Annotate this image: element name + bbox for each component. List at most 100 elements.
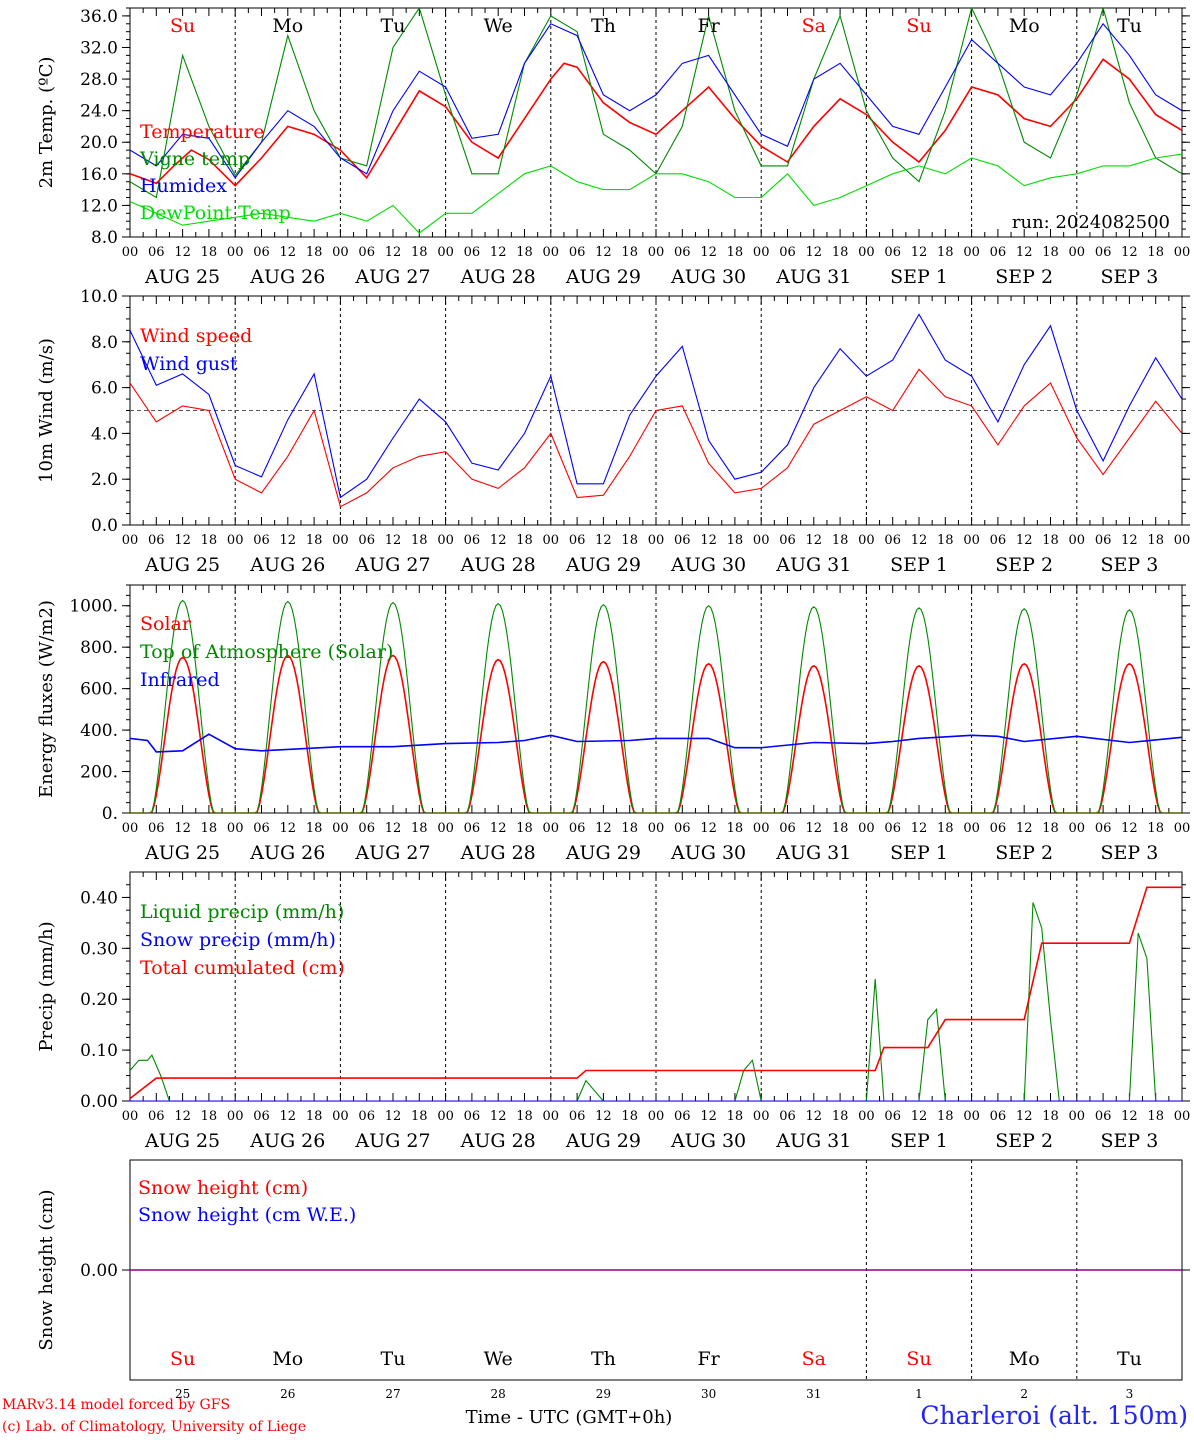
hour-label: 18 [306, 245, 323, 260]
hour-label: 06 [1095, 245, 1112, 260]
hour-label: 12 [1121, 533, 1138, 548]
hour-label: 18 [411, 245, 428, 260]
hour-label: 06 [569, 245, 586, 260]
footer-lab-credit: (c) Lab. of Climatology, University of L… [2, 1419, 307, 1435]
hour-label: 12 [700, 821, 717, 836]
hour-label: 18 [937, 821, 954, 836]
day-of-week-label: Su [906, 15, 931, 37]
legend-entry: DewPoint Temp [140, 202, 291, 224]
hour-label: 18 [516, 533, 533, 548]
legend-entry: Wind gust [140, 353, 238, 375]
hour-label: 06 [148, 821, 165, 836]
date-label: AUG 26 [249, 1130, 325, 1152]
date-label: SEP 2 [995, 842, 1053, 864]
date-label: AUG 26 [249, 842, 325, 864]
date-label: AUG 25 [144, 266, 220, 288]
day-number-label: 26 [280, 1387, 295, 1401]
hour-label: 00 [227, 1109, 244, 1124]
hour-label: 00 [858, 245, 875, 260]
day-number-label: 1 [915, 1387, 923, 1401]
hour-label: 12 [174, 821, 191, 836]
hour-label: 00 [122, 245, 139, 260]
hour-label: 06 [990, 533, 1007, 548]
hour-label: 06 [779, 1109, 796, 1124]
hour-label: 00 [543, 533, 560, 548]
day-of-week-label: Su [170, 1348, 195, 1370]
hour-label: 12 [385, 245, 402, 260]
hour-label: 00 [1069, 821, 1086, 836]
y-tick-label: 0.20 [80, 990, 118, 1010]
series-line-top-of-atmosphere-solar [130, 599, 1182, 813]
legend-entry: Vigne temp [139, 148, 250, 170]
hour-label: 00 [648, 821, 665, 836]
hour-label: 12 [595, 245, 612, 260]
y-tick-label: 16.0 [80, 165, 118, 185]
hour-label: 06 [253, 821, 270, 836]
date-label: SEP 3 [1100, 1130, 1158, 1152]
hour-label: 12 [490, 245, 507, 260]
hour-label: 00 [543, 821, 560, 836]
hour-label: 18 [621, 821, 638, 836]
hour-label: 12 [911, 821, 928, 836]
date-label: AUG 28 [460, 554, 536, 576]
hour-label: 00 [1174, 533, 1191, 548]
hour-label: 06 [990, 245, 1007, 260]
hour-label: 18 [516, 821, 533, 836]
hour-label: 18 [727, 1109, 744, 1124]
y-tick-label: 0.00 [80, 1261, 118, 1281]
legend-entry: Liquid precip (mm/h) [140, 901, 344, 923]
hour-label: 00 [648, 245, 665, 260]
hour-label: 18 [516, 245, 533, 260]
hour-label: 18 [201, 533, 218, 548]
y-axis-label: 2m Temp. (ºC) [36, 57, 57, 189]
hour-label: 06 [253, 533, 270, 548]
date-label: AUG 30 [670, 1130, 746, 1152]
date-label: SEP 2 [995, 554, 1053, 576]
hour-label: 12 [280, 1109, 297, 1124]
hour-label: 06 [253, 245, 270, 260]
date-label: AUG 29 [565, 842, 641, 864]
hour-label: 12 [1016, 1109, 1033, 1124]
legend-entry: Snow height (cm) [138, 1177, 308, 1199]
day-of-week-label: Mo [1009, 1348, 1040, 1370]
day-of-week-label: Fr [697, 15, 720, 37]
hour-label: 00 [122, 821, 139, 836]
y-tick-label: 0.00 [80, 1092, 118, 1112]
station-name: Charleroi (alt. 150m) [920, 1401, 1188, 1430]
legend-entry: Snow precip (mm/h) [140, 929, 336, 951]
hour-label: 06 [884, 821, 901, 836]
hour-label: 00 [437, 1109, 454, 1124]
hour-label: 12 [1016, 245, 1033, 260]
hour-label: 18 [727, 245, 744, 260]
day-of-week-label: Th [591, 15, 616, 37]
hour-label: 18 [832, 1109, 849, 1124]
hour-label: 00 [648, 533, 665, 548]
footer-model-credit: MARv3.14 model forced by GFS [2, 1397, 231, 1413]
legend-entry: Solar [140, 613, 192, 635]
run-label: run: 2024082500 [1012, 212, 1170, 233]
hour-label: 00 [1174, 245, 1191, 260]
day-of-week-label: Tu [381, 1348, 406, 1370]
hour-label: 06 [674, 1109, 691, 1124]
y-tick-label: 8.0 [91, 333, 118, 353]
hour-label: 06 [884, 1109, 901, 1124]
date-label: AUG 28 [460, 1130, 536, 1152]
hour-label: 06 [884, 533, 901, 548]
series-group [130, 599, 1182, 813]
hour-label: 12 [385, 1109, 402, 1124]
date-label: AUG 25 [144, 554, 220, 576]
hour-label: 06 [990, 1109, 1007, 1124]
date-label: AUG 31 [775, 1130, 851, 1152]
date-label: AUG 30 [670, 266, 746, 288]
y-tick-label: 800. [80, 638, 118, 658]
date-label: SEP 3 [1100, 842, 1158, 864]
hour-label: 00 [858, 533, 875, 548]
legend-entry: Top of Atmosphere (Solar) [140, 641, 393, 663]
hour-label: 00 [753, 1109, 770, 1124]
hour-label: 12 [280, 821, 297, 836]
hour-label: 06 [464, 821, 481, 836]
legend-entry: Infrared [140, 669, 220, 691]
hour-label: 00 [332, 245, 349, 260]
hour-label: 06 [1095, 533, 1112, 548]
y-tick-label: 8.0 [91, 228, 118, 248]
